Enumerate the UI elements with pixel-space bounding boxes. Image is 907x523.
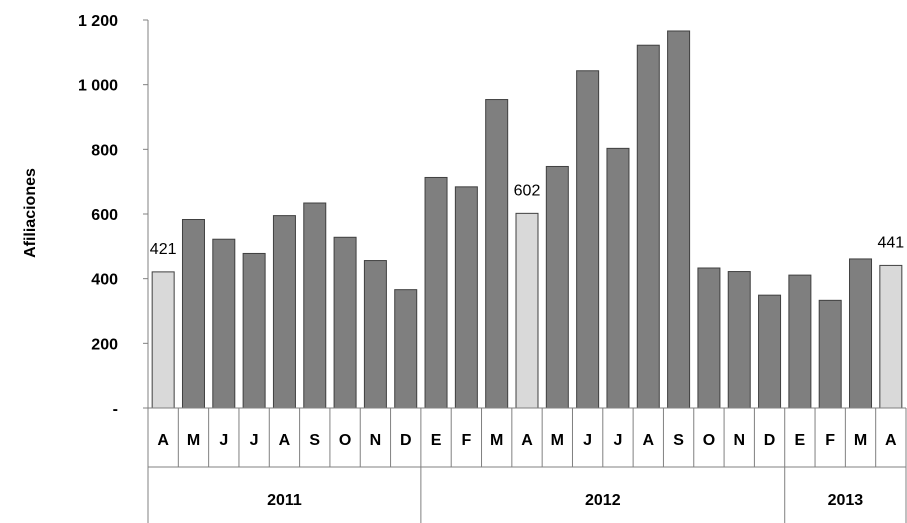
bar	[545, 165, 569, 409]
x-tick-label: J	[614, 432, 623, 449]
bar	[879, 264, 903, 409]
bar	[272, 215, 296, 409]
bar	[697, 267, 721, 409]
x-tick-label: F	[825, 432, 835, 449]
x-tick-label: J	[219, 432, 228, 449]
x-tick-label: D	[764, 432, 776, 449]
bar	[849, 258, 873, 409]
y-tick-label: 1 000	[78, 78, 118, 95]
bar	[636, 44, 660, 409]
bar	[303, 202, 327, 409]
group-label: 2012	[585, 492, 621, 509]
data-labels: 421 602 441	[150, 182, 904, 258]
y-tick-label: -	[113, 401, 118, 418]
y-tick-label: 400	[91, 272, 118, 289]
bar	[454, 186, 478, 409]
x-tick-label: D	[400, 432, 412, 449]
x-tick-label: O	[339, 432, 351, 449]
bar	[727, 271, 751, 409]
x-tick-label: E	[431, 432, 442, 449]
x-tick-label: F	[461, 432, 471, 449]
x-tick-label: S	[309, 432, 320, 449]
x-tick-label: S	[673, 432, 684, 449]
bar	[606, 147, 630, 409]
bar	[788, 274, 812, 409]
x-tick-label: M	[854, 432, 867, 449]
x-tick-label: M	[551, 432, 564, 449]
y-tick-label: 800	[91, 142, 118, 159]
x-tick-label: A	[885, 432, 897, 449]
y-tick-label: 1 200	[78, 13, 118, 30]
x-tick-label: J	[583, 432, 592, 449]
bar	[181, 219, 205, 409]
y-axis-ticks: - 200 400 600 800 1 000 1 200	[78, 13, 149, 418]
bar	[576, 70, 600, 409]
x-tick-label: O	[703, 432, 715, 449]
x-tick-label: A	[279, 432, 291, 449]
x-tick-label: M	[490, 432, 503, 449]
group-label: 2011	[267, 492, 302, 509]
bar	[394, 289, 418, 409]
bar	[667, 30, 691, 409]
x-tick-label: N	[370, 432, 382, 449]
bar	[758, 294, 782, 409]
data-label: 421	[150, 241, 177, 258]
x-tick-label: N	[733, 432, 745, 449]
x-tick-label: A	[642, 432, 654, 449]
x-tick-label: A	[157, 432, 169, 449]
bar	[363, 260, 387, 409]
group-label: 2013	[828, 492, 864, 509]
bar	[212, 238, 236, 409]
y-axis-label: Afiliaciones	[22, 168, 39, 258]
data-label: 441	[877, 234, 904, 251]
y-tick-label: 600	[91, 207, 118, 224]
x-tick-label: M	[187, 432, 200, 449]
bar	[333, 236, 357, 409]
bars	[151, 30, 903, 409]
data-label: 602	[514, 182, 541, 199]
bar	[242, 252, 266, 409]
bar	[515, 212, 539, 409]
bar	[818, 299, 842, 409]
y-tick-label: 200	[91, 336, 118, 353]
x-tick-label: E	[795, 432, 806, 449]
bar	[424, 176, 448, 409]
x-tick-label: A	[521, 432, 533, 449]
bar	[151, 271, 175, 409]
x-tick-label: J	[250, 432, 259, 449]
bar	[485, 99, 509, 409]
x-axis: A M J J A S O N D E F M A M J J A S O N D E F M A 2011 2012 2013	[147, 407, 907, 523]
